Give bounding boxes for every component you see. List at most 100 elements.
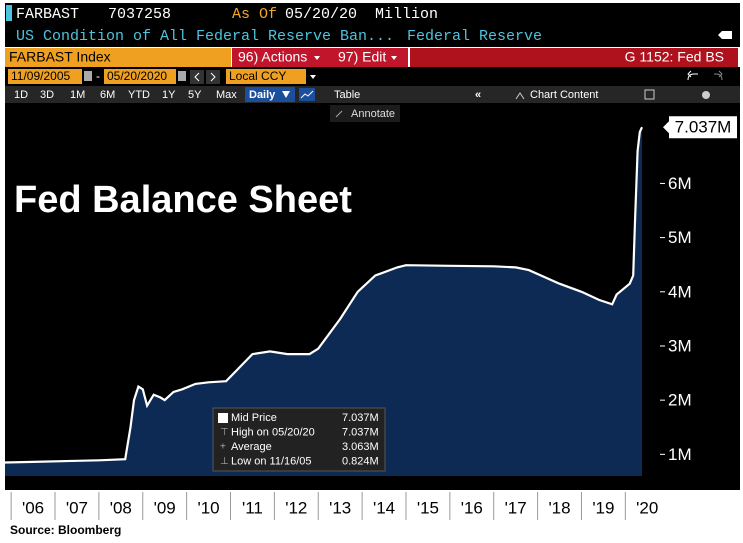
header-bar <box>5 3 740 23</box>
actions-menu[interactable]: 96) Actions <box>238 49 307 65</box>
annotate-label: Annotate <box>351 108 395 120</box>
security: FARBAST Index <box>9 49 111 65</box>
plot: 7.037M 1M 2M 3M 4M 5M 6M <box>4 116 737 476</box>
source-note: Source: Bloomberg <box>10 523 121 537</box>
next-icon <box>210 72 216 82</box>
ticker: FARBAST <box>16 6 79 23</box>
source-name: Federal Reserve <box>407 28 542 45</box>
dropdown-arrow <box>310 75 316 79</box>
frequency-button[interactable] <box>245 87 295 102</box>
range-button[interactable]: Max <box>216 89 237 101</box>
range-buttons: 1D 3D 1M 6M YTD 1Y 5Y Max <box>14 89 237 101</box>
as-of-date: 05/20/20 <box>285 6 357 23</box>
annotate-button[interactable] <box>330 105 400 122</box>
currency: Local CCY <box>229 69 286 83</box>
content-icon <box>515 92 525 100</box>
prev-icon <box>194 72 200 82</box>
start-date-field[interactable] <box>8 69 82 84</box>
y-tick-label: 5M <box>668 228 692 247</box>
range-button[interactable]: YTD <box>128 89 150 101</box>
date-bar <box>5 67 740 86</box>
function-bar <box>410 48 738 67</box>
legend-value: 7.037M <box>342 426 379 438</box>
calendar-icon[interactable] <box>84 71 92 81</box>
x-tick-label: '06 <box>22 498 44 517</box>
x-tick-label: '10 <box>197 498 219 517</box>
legend-icon: + <box>220 442 226 453</box>
redo-icon[interactable] <box>714 70 723 81</box>
chart-content-button[interactable]: Chart Content <box>530 89 598 101</box>
start-date: 11/09/2005 <box>11 69 70 83</box>
x-tick-label: '17 <box>505 498 527 517</box>
last-value-label: 7.037M <box>675 118 732 137</box>
range-button[interactable]: 1M <box>70 89 85 101</box>
legend-label: Mid Price <box>231 412 277 424</box>
range-button[interactable]: 1Y <box>162 89 176 101</box>
y-tick-label: 4M <box>668 282 692 301</box>
y-tick-label: 2M <box>668 391 692 410</box>
range-button[interactable]: 3D <box>40 89 54 101</box>
end-date: 05/20/2020 <box>107 69 167 83</box>
x-tick-label: '15 <box>417 498 439 517</box>
calendar-icon[interactable] <box>178 71 186 81</box>
x-tick-label: '14 <box>373 498 395 517</box>
frequency: Daily <box>249 89 276 101</box>
y-tick-label: 1M <box>668 445 692 464</box>
legend <box>212 407 386 472</box>
x-tick-label: '16 <box>461 498 483 517</box>
dropdown-arrow <box>282 91 290 98</box>
security-field[interactable] <box>5 48 231 67</box>
legend-label: Average <box>231 441 272 453</box>
function-code: G 1152: Fed BS <box>625 49 724 65</box>
dropdown-arrow <box>314 56 320 60</box>
line <box>4 126 643 464</box>
x-tick-label: '18 <box>548 498 570 517</box>
edit-menu[interactable]: 97) Edit <box>338 49 386 65</box>
x-tick-label: '13 <box>329 498 351 517</box>
legend-items: Mid Price 7.037M ⊤ High on 05/20/20 7.037M + A… <box>218 412 379 467</box>
range-button[interactable]: 5Y <box>188 89 202 101</box>
currency-field[interactable] <box>226 69 306 84</box>
toolbar <box>5 86 740 103</box>
last-value-box <box>669 116 737 139</box>
legend-value: 0.824M <box>342 455 379 467</box>
description: US Condition of All Federal Reserve Ban.… <box>16 28 394 45</box>
y-tick-label: 3M <box>668 336 692 355</box>
marker <box>6 5 12 21</box>
legend-value: 7.037M <box>342 412 379 424</box>
annotate-icon <box>335 110 343 118</box>
legend-swatch <box>218 413 228 423</box>
export-icon[interactable] <box>718 31 732 39</box>
chart-title: Fed Balance Sheet <box>14 179 352 221</box>
x-tick-label: '12 <box>285 498 307 517</box>
x-tick-label: '08 <box>110 498 132 517</box>
dropdown-arrow <box>391 56 397 60</box>
prev-button[interactable] <box>190 70 204 84</box>
x-axis: '06 '07 '08 '09 '10 '11 '12 '13 '14 '15 '16 '17 '18 '… <box>10 492 658 520</box>
range-button[interactable]: 1D <box>14 89 28 101</box>
last-value-pointer <box>663 121 669 134</box>
date-separator: - <box>96 69 100 83</box>
as-of-label: As Of <box>232 6 277 23</box>
legend-label: High on 05/20/20 <box>231 426 315 438</box>
edit-icon[interactable] <box>644 89 655 100</box>
range-button[interactable]: 6M <box>100 89 115 101</box>
legend-icon: ⊥ <box>220 456 229 467</box>
x-tick-label: '07 <box>66 498 88 517</box>
table-button[interactable]: Table <box>334 89 360 101</box>
area-fill <box>5 127 642 476</box>
settings-icon[interactable] <box>702 91 710 99</box>
end-date-field[interactable] <box>104 69 176 84</box>
units: Million <box>375 6 438 23</box>
x-tick-label: '11 <box>242 498 263 517</box>
undo-icon[interactable] <box>687 70 698 81</box>
collapse-button[interactable]: « <box>475 89 481 101</box>
chart-icon[interactable] <box>299 88 315 101</box>
y-tick-label: 6M <box>668 174 692 193</box>
legend-icon: ⊤ <box>220 427 229 438</box>
value: 7037258 <box>108 6 171 23</box>
next-button[interactable] <box>206 70 220 84</box>
legend-value: 3.063M <box>342 441 379 453</box>
legend-label: Low on 11/16/05 <box>231 455 312 467</box>
